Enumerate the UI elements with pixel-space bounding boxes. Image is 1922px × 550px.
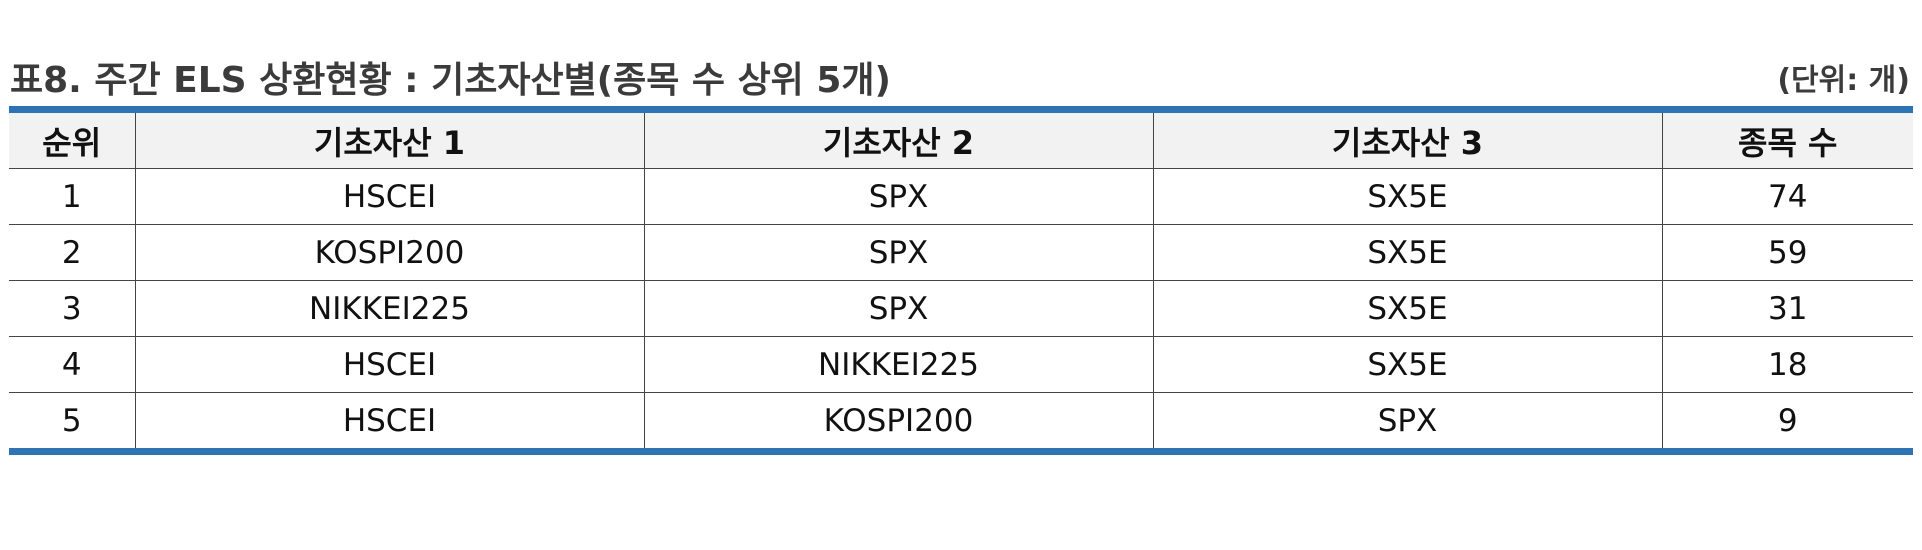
cell-count: 59 (1661, 224, 1913, 281)
column-header-count: 종목 수 (1661, 109, 1913, 169)
table-header-row: 순위 기초자산 1 기초자산 2 기초자산 3 종목 수 (9, 109, 1913, 169)
cell-rank: 4 (9, 336, 136, 393)
cell-asset-2: SPX (643, 224, 1154, 281)
cell-asset-2: SPX (643, 280, 1154, 337)
cell-asset-1: NIKKEI225 (134, 280, 645, 337)
table-row: 1 HSCEI SPX SX5E 74 (9, 168, 1913, 225)
table-title: 표8. 주간 ELS 상환현황 : 기초자산별(종목 수 상위 5개) (10, 60, 891, 101)
table-row: 3 NIKKEI225 SPX SX5E 31 (9, 280, 1913, 337)
cell-rank: 5 (9, 392, 136, 452)
cell-count: 18 (1661, 336, 1913, 393)
cell-asset-3: SX5E (1152, 224, 1663, 281)
cell-rank: 2 (9, 224, 136, 281)
cell-asset-2: NIKKEI225 (643, 336, 1154, 393)
column-header-asset-2: 기초자산 2 (643, 109, 1154, 169)
table-row: 4 HSCEI NIKKEI225 SX5E 18 (9, 336, 1913, 393)
els-redemption-table: 순위 기초자산 1 기초자산 2 기초자산 3 종목 수 1 HSCEI SPX… (9, 106, 1913, 455)
cell-asset-3: SPX (1152, 392, 1663, 452)
els-table-container: 순위 기초자산 1 기초자산 2 기초자산 3 종목 수 1 HSCEI SPX… (9, 106, 1913, 455)
cell-count: 9 (1661, 392, 1913, 452)
cell-asset-2: KOSPI200 (643, 392, 1154, 452)
cell-asset-3: SX5E (1152, 336, 1663, 393)
table-row: 5 HSCEI KOSPI200 SPX 9 (9, 392, 1913, 452)
cell-rank: 1 (9, 168, 136, 225)
cell-asset-1: HSCEI (134, 336, 645, 393)
column-header-rank: 순위 (9, 109, 136, 169)
cell-count: 31 (1661, 280, 1913, 337)
cell-asset-1: KOSPI200 (134, 224, 645, 281)
cell-asset-1: HSCEI (134, 168, 645, 225)
cell-asset-2: SPX (643, 168, 1154, 225)
unit-label: (단위: 개) (1777, 63, 1910, 98)
column-header-asset-1: 기초자산 1 (134, 109, 645, 169)
cell-asset-1: HSCEI (134, 392, 645, 452)
table-row: 2 KOSPI200 SPX SX5E 59 (9, 224, 1913, 281)
cell-asset-3: SX5E (1152, 168, 1663, 225)
cell-count: 74 (1661, 168, 1913, 225)
cell-rank: 3 (9, 280, 136, 337)
title-bar: 표8. 주간 ELS 상환현황 : 기초자산별(종목 수 상위 5개) (단위:… (10, 54, 1910, 101)
column-header-asset-3: 기초자산 3 (1152, 109, 1663, 169)
cell-asset-3: SX5E (1152, 280, 1663, 337)
